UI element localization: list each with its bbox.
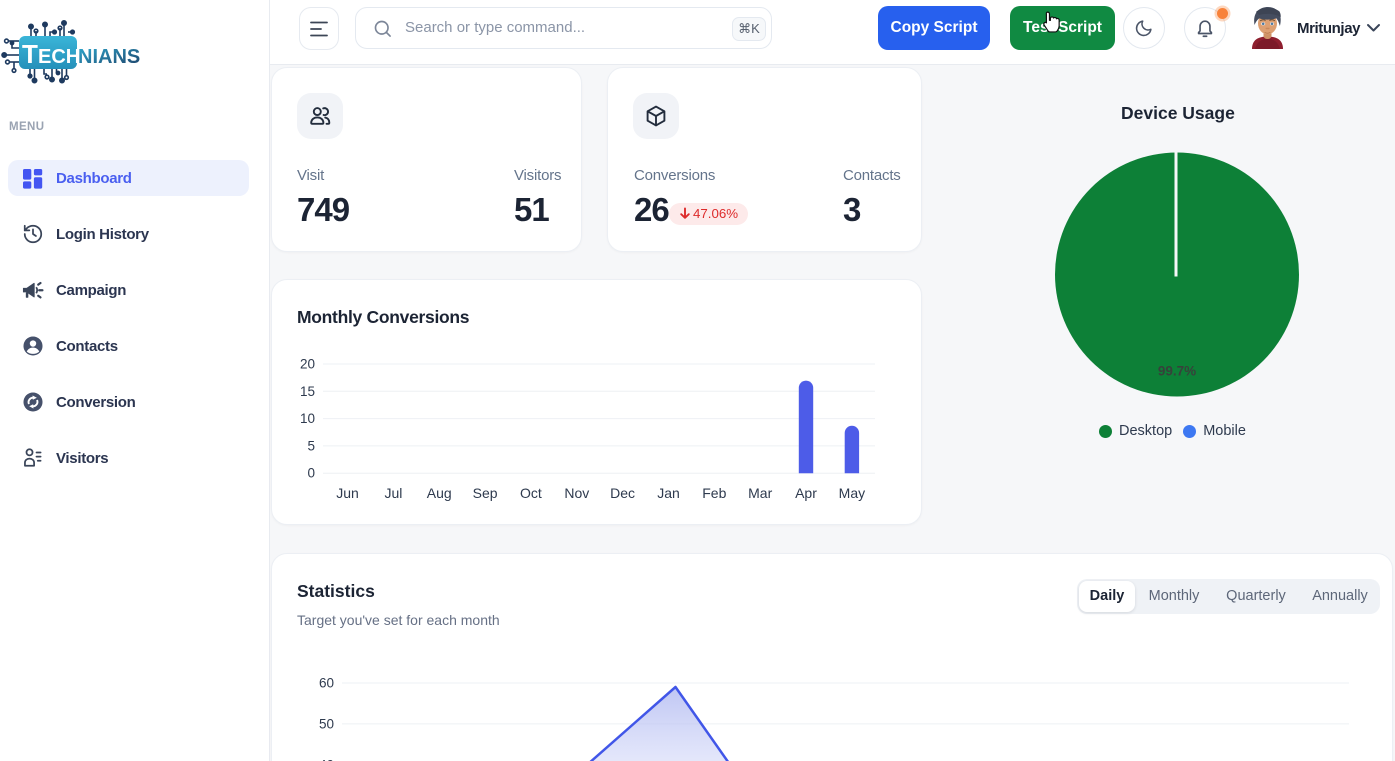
svg-text:15: 15 xyxy=(300,384,315,399)
svg-text:Dec: Dec xyxy=(610,485,635,501)
svg-text:Apr: Apr xyxy=(795,485,817,501)
svg-text:50: 50 xyxy=(319,716,334,731)
svg-text:Mar: Mar xyxy=(748,485,772,501)
svg-text:ECH: ECH xyxy=(38,46,80,68)
svg-text:5: 5 xyxy=(307,438,315,453)
svg-text:0: 0 xyxy=(307,466,315,481)
svg-text:Nov: Nov xyxy=(564,485,589,501)
svg-text:Feb: Feb xyxy=(702,485,726,501)
svg-text:T: T xyxy=(22,39,38,69)
svg-text:99.7%: 99.7% xyxy=(1158,364,1196,379)
svg-text:Aug: Aug xyxy=(427,485,452,501)
svg-text:May: May xyxy=(839,485,865,501)
svg-text:Jul: Jul xyxy=(384,485,402,501)
svg-text:60: 60 xyxy=(319,676,334,691)
svg-text:Oct: Oct xyxy=(520,485,542,501)
svg-text:Jan: Jan xyxy=(657,485,680,501)
svg-text:Sep: Sep xyxy=(473,485,498,501)
svg-text:20: 20 xyxy=(300,357,315,372)
svg-text:40: 40 xyxy=(319,757,334,761)
svg-text:10: 10 xyxy=(300,411,315,426)
svg-text:Jun: Jun xyxy=(336,485,359,501)
svg-text:NIANS: NIANS xyxy=(78,46,140,68)
